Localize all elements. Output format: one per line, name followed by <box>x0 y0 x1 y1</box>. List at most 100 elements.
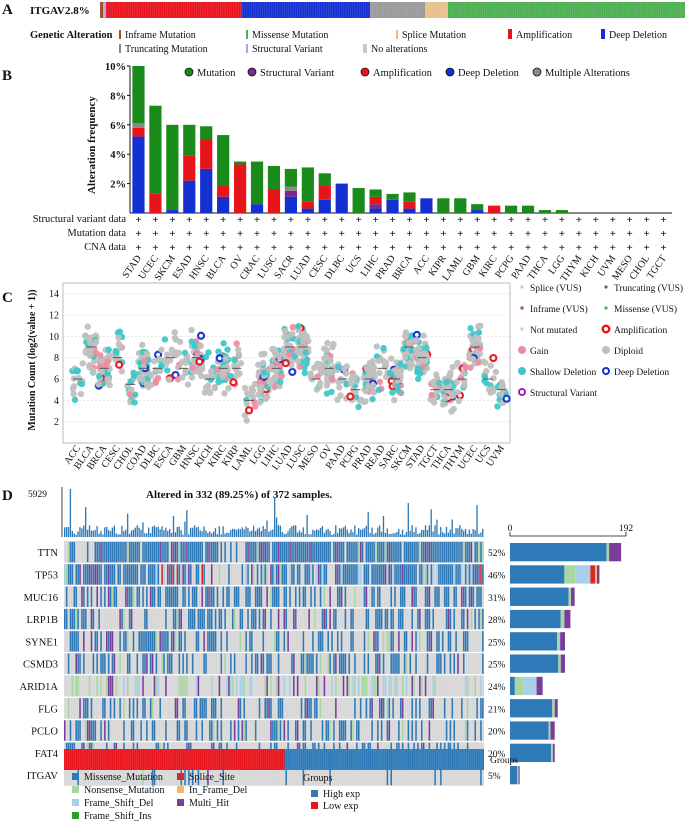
oncoplot-cell <box>157 586 160 607</box>
oncoplot-cell <box>314 586 316 607</box>
oncoplot-cell <box>317 564 320 585</box>
oncoplot-cell <box>182 698 184 719</box>
oncoplot-cell <box>319 698 322 719</box>
bar-b-sacr <box>284 190 298 197</box>
panel-b-chart: 2%4%6%8%10% <box>105 62 672 214</box>
oncoplot-cell <box>266 586 268 607</box>
oncoplot-cell <box>321 631 324 652</box>
tmb-bar <box>218 526 220 537</box>
legend-a-amplification: Amplification <box>516 30 572 41</box>
oncoplot-cell <box>293 675 295 697</box>
oncoplot-cell <box>90 698 93 719</box>
oncoplot-cell <box>92 564 95 585</box>
point-c-dlbc <box>158 346 165 353</box>
point-c-prad <box>370 388 377 396</box>
point-c-dlbc <box>157 362 165 370</box>
oncoplot-cell <box>335 653 337 674</box>
oncoplot-cell <box>283 720 286 741</box>
oncoplot-cell <box>165 631 167 652</box>
oncoplot-cell <box>146 586 148 607</box>
bar-b-ov <box>233 164 247 213</box>
oncoplot-cell <box>153 542 156 563</box>
tmb-bar <box>398 528 400 537</box>
oncoplot-cell <box>212 720 215 741</box>
oncoplot-cell <box>325 720 328 741</box>
point-c-laml <box>251 403 259 410</box>
oncoplot-cell <box>367 631 370 652</box>
bar-b-hnsc <box>200 168 213 213</box>
oncoplot-cell <box>327 653 329 674</box>
oncoplot-cell <box>209 586 211 607</box>
oncoplot-cell <box>245 631 247 652</box>
oncoplot-cell <box>359 564 362 585</box>
bar-b-lgg <box>555 210 569 213</box>
point-c-esca <box>165 376 173 383</box>
oncoplot-cell <box>377 720 379 741</box>
oncoplot-cell <box>373 631 375 652</box>
oncoplot-cell <box>132 631 135 652</box>
bar-b-luad <box>301 167 314 202</box>
tmb-bar <box>92 530 94 537</box>
tmb-bar <box>65 527 68 537</box>
tmb-bar <box>455 528 457 537</box>
tmb-bar <box>310 534 312 537</box>
oncoplot-cell <box>447 564 450 585</box>
oncoplot-cell <box>449 542 452 563</box>
oncoplot-cell <box>186 564 188 585</box>
plus-mark: + <box>305 228 311 240</box>
tmb-bar <box>73 533 75 537</box>
point-c-brca <box>105 346 112 353</box>
oncoplot-cell <box>205 653 207 674</box>
tmb-bar <box>432 531 434 537</box>
oncoplot-cell <box>400 586 402 607</box>
legend-a-splice: Splice Mutation <box>402 30 466 41</box>
tmb-bar <box>121 525 123 537</box>
oncoplot-cell <box>424 675 427 697</box>
oncoplot-cell <box>461 608 463 630</box>
oncoplot-cell <box>256 564 259 585</box>
oncoplot-cell <box>239 608 242 630</box>
oncoplot-cell <box>184 675 186 697</box>
panel-d-axis-max: 192 <box>619 524 634 534</box>
point-c-lihc <box>276 353 283 361</box>
oncoplot-cell <box>413 586 415 607</box>
oncoplot-cell <box>127 675 129 697</box>
oncoplot-cell <box>127 631 129 652</box>
oncoplot-cell <box>346 564 349 585</box>
legend-a-no-alt: No alterations <box>371 44 427 55</box>
oncoplot-cell <box>295 720 297 741</box>
oncoplot-cell <box>180 631 182 652</box>
legend-c-missense: Missense (VUS) <box>614 304 677 315</box>
oncoplot-cell <box>165 608 167 630</box>
oncoplot-cell <box>432 698 434 719</box>
bar-b-blca <box>217 196 230 213</box>
oncoplot-cell <box>79 720 81 741</box>
tmb-bar <box>382 515 385 537</box>
tmb-bar <box>371 527 373 537</box>
point-c-skcm <box>402 329 410 336</box>
bar-b-ucs <box>352 188 365 213</box>
oncoplot-cell <box>287 631 289 652</box>
gene-bar-ttn <box>609 543 622 562</box>
point-c-blca <box>92 338 100 346</box>
bar-b-esad <box>183 155 196 181</box>
point-c-thca <box>446 372 454 380</box>
oncoplot-cell <box>111 542 114 563</box>
gene-bar-lrp1b <box>510 609 561 629</box>
point-c-hnsc <box>188 374 196 381</box>
point-c-ucec <box>476 345 484 352</box>
oncoplot-cell <box>140 631 142 652</box>
oncoplot-cell <box>396 542 398 563</box>
point-c-brca <box>98 357 106 365</box>
oncoplot-cell <box>447 542 450 563</box>
oncoplot-cell <box>220 653 223 674</box>
oncoplot-cell <box>197 675 200 697</box>
tmb-bar <box>159 529 161 537</box>
point-c-kirp <box>236 370 243 377</box>
legend-c-dot-inframe <box>520 306 524 310</box>
bar-b-ov <box>233 161 247 165</box>
oncoplot-cell <box>319 653 322 674</box>
oncoplot-cell <box>195 675 198 697</box>
oncoplot-cell <box>411 675 413 697</box>
axis-c-tick-label: 8 <box>54 353 59 364</box>
